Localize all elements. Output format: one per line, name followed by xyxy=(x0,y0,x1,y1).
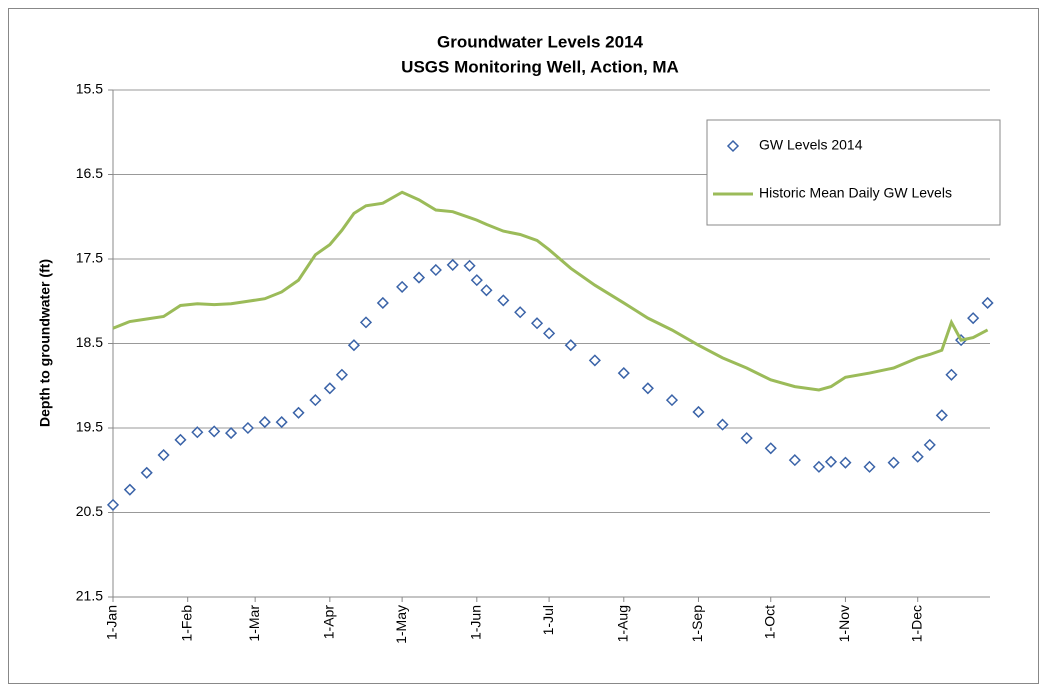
marker xyxy=(564,339,577,352)
x-tick-label: 1-May xyxy=(393,605,409,644)
y-axis-label: Depth to groundwater (ft) xyxy=(37,259,53,427)
marker xyxy=(258,416,271,429)
chart-subtitle: USGS Monitoring Well, Action, MA xyxy=(401,57,679,76)
y-tick-label: 15.5 xyxy=(76,81,103,97)
y-tick-label: 21.5 xyxy=(76,588,103,604)
marker xyxy=(309,394,322,407)
marker xyxy=(543,327,556,340)
y-tick-label: 20.5 xyxy=(76,503,103,519)
chart-title: Groundwater Levels 2014 xyxy=(437,32,644,51)
marker xyxy=(788,454,801,467)
marker xyxy=(396,280,409,293)
marker xyxy=(480,284,493,297)
marker xyxy=(981,296,994,310)
chart-frame xyxy=(8,8,1039,684)
x-tick-label: 1-Apr xyxy=(321,605,337,640)
x-tick-label: 1-Jan xyxy=(104,605,120,640)
marker xyxy=(692,405,705,419)
x-tick-label: 1-Sep xyxy=(689,605,705,643)
marker xyxy=(945,368,958,381)
x-tick-label: 1-Dec xyxy=(908,605,924,642)
legend-label: Historic Mean Daily GW Levels xyxy=(759,185,952,201)
marker xyxy=(191,426,204,439)
marker xyxy=(764,442,777,455)
marker xyxy=(641,382,654,395)
marker xyxy=(463,259,476,272)
y-tick-label: 19.5 xyxy=(76,419,103,435)
marker xyxy=(446,258,459,271)
marker xyxy=(863,460,876,473)
marker xyxy=(911,450,924,463)
marker xyxy=(665,394,679,407)
marker xyxy=(140,466,153,479)
line-series xyxy=(112,190,989,392)
marker xyxy=(617,367,630,380)
marker xyxy=(470,274,483,287)
marker xyxy=(359,316,373,329)
marker xyxy=(429,263,442,277)
marker xyxy=(887,456,900,469)
marker xyxy=(923,438,936,451)
y-tick-label: 16.5 xyxy=(76,165,103,181)
x-tick-label: 1-Jul xyxy=(540,605,556,635)
marker xyxy=(812,460,825,473)
marker xyxy=(376,296,389,310)
marker xyxy=(935,409,948,422)
marker xyxy=(323,382,336,395)
marker xyxy=(335,368,348,381)
marker xyxy=(514,306,527,319)
marker xyxy=(347,339,360,352)
marker xyxy=(824,455,838,468)
marker xyxy=(588,354,601,367)
marker xyxy=(292,406,305,419)
x-tick-label: 1-Nov xyxy=(836,605,852,642)
marker xyxy=(530,317,544,330)
marker xyxy=(157,448,170,462)
marker xyxy=(208,425,221,438)
y-tick-label: 17.5 xyxy=(76,250,103,266)
y-tick-label: 18.5 xyxy=(76,334,103,350)
marker xyxy=(241,421,254,435)
marker xyxy=(740,432,753,445)
marker xyxy=(106,498,120,511)
x-tick-label: 1-Feb xyxy=(178,605,194,642)
x-tick-label: 1-Mar xyxy=(246,605,262,642)
marker xyxy=(497,294,510,307)
x-tick-label: 1-Aug xyxy=(614,605,630,642)
x-tick-label: 1-Jun xyxy=(468,605,484,640)
marker xyxy=(716,418,729,431)
marker xyxy=(174,433,187,446)
marker xyxy=(967,312,980,325)
x-tick-label: 1-Oct xyxy=(761,605,777,639)
legend-box xyxy=(706,119,1001,226)
marker xyxy=(123,483,136,496)
marker xyxy=(224,427,238,440)
marker xyxy=(412,271,426,284)
marker xyxy=(839,456,852,469)
legend-label: GW Levels 2014 xyxy=(759,137,863,153)
legend-marker xyxy=(726,139,740,153)
marker xyxy=(275,416,288,429)
